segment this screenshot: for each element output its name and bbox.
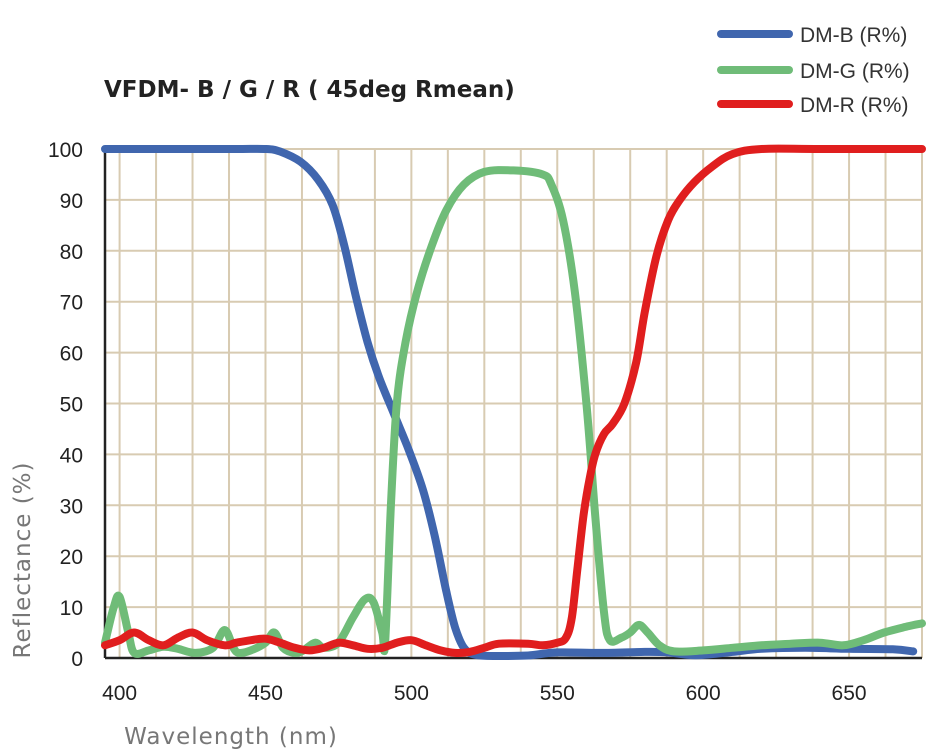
legend-label-dm-g: DM-G (R%) — [800, 60, 910, 83]
y-tick-label: 70 — [60, 292, 83, 315]
legend-item-dm-b: DM-B (R%) — [717, 24, 907, 47]
legend-item-dm-r: DM-R (R%) — [717, 94, 908, 117]
legend-label-dm-r: DM-R (R%) — [800, 94, 908, 117]
y-tick-label: 90 — [60, 190, 83, 213]
legend-item-dm-g: DM-G (R%) — [717, 60, 910, 83]
y-tick-label: 80 — [60, 241, 83, 264]
chart-title: VFDM- B / G / R ( 45deg Rmean) — [104, 77, 515, 103]
x-axis-title: Wavelength (nm) — [124, 724, 338, 750]
x-tick-label: 500 — [394, 682, 429, 705]
x-tick-label: 400 — [102, 682, 137, 705]
x-tick-label: 600 — [686, 682, 721, 705]
series-line-dm-b — [101, 144, 918, 660]
y-tick-label: 10 — [60, 597, 83, 620]
y-tick-label: 40 — [60, 444, 83, 467]
x-tick-label: 550 — [540, 682, 575, 705]
legend-label-dm-b: DM-B (R%) — [800, 24, 907, 47]
y-tick-label: 50 — [60, 394, 83, 417]
series-lines — [101, 144, 926, 660]
legend: DM-B (R%) DM-G (R%) DM-R (R%) — [717, 24, 910, 117]
x-tick-labels: 400 450 500 550 600 650 — [102, 682, 867, 705]
y-tick-label: 20 — [60, 546, 83, 569]
y-tick-label: 100 — [48, 139, 83, 162]
y-axis-title: Reflectance (%) — [10, 462, 36, 659]
y-tick-label: 60 — [60, 343, 83, 366]
x-tick-label: 650 — [832, 682, 867, 705]
y-tick-label: 0 — [71, 648, 83, 671]
series-line-dm-r — [101, 144, 926, 657]
x-tick-label: 450 — [248, 682, 283, 705]
y-tick-label: 30 — [60, 495, 83, 518]
y-tick-labels: 0 10 20 30 40 50 60 70 80 90 100 — [48, 139, 83, 671]
series-line-dm-g — [101, 166, 926, 658]
